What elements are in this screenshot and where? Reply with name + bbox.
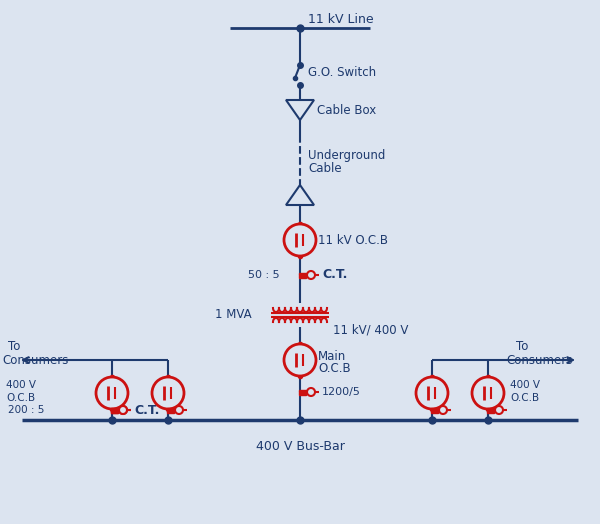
Text: 400 V Bus-Bar: 400 V Bus-Bar	[256, 440, 344, 453]
Bar	[110, 408, 118, 412]
Text: C.T.: C.T.	[134, 403, 160, 417]
Text: 11 kV O.C.B: 11 kV O.C.B	[318, 234, 388, 246]
Text: Consumers: Consumers	[506, 354, 572, 366]
Circle shape	[416, 377, 448, 409]
Text: 11 kV Line: 11 kV Line	[308, 13, 374, 26]
Bar	[299, 389, 305, 395]
Circle shape	[284, 224, 316, 256]
Text: 11 kV/ 400 V: 11 kV/ 400 V	[333, 323, 409, 336]
Text: To: To	[8, 340, 20, 353]
Circle shape	[152, 377, 184, 409]
Text: O.C.B: O.C.B	[318, 362, 350, 375]
Text: 1 MVA: 1 MVA	[215, 309, 251, 322]
Bar	[431, 408, 437, 412]
Circle shape	[307, 271, 315, 279]
Circle shape	[175, 406, 183, 414]
Circle shape	[472, 377, 504, 409]
Circle shape	[439, 406, 447, 414]
Polygon shape	[286, 100, 314, 120]
Circle shape	[284, 344, 316, 376]
Text: Main: Main	[318, 350, 346, 363]
Circle shape	[119, 406, 127, 414]
Text: Cable: Cable	[308, 161, 341, 174]
Circle shape	[307, 388, 315, 396]
Circle shape	[96, 377, 128, 409]
Bar	[487, 408, 493, 412]
Bar	[167, 408, 173, 412]
Text: C.T.: C.T.	[322, 268, 347, 281]
Text: Underground: Underground	[308, 148, 385, 161]
Circle shape	[119, 406, 127, 414]
Text: O.C.B: O.C.B	[510, 393, 539, 403]
Text: 400 V: 400 V	[6, 380, 36, 390]
Text: Cable Box: Cable Box	[317, 104, 376, 116]
Text: To: To	[516, 340, 529, 353]
Text: 400 V: 400 V	[510, 380, 540, 390]
Text: 200 : 5: 200 : 5	[8, 405, 44, 415]
Text: O.C.B: O.C.B	[6, 393, 35, 403]
Text: G.O. Switch: G.O. Switch	[308, 67, 376, 80]
Bar	[110, 408, 118, 412]
Bar	[299, 272, 305, 278]
Polygon shape	[286, 185, 314, 205]
Text: 1200/5: 1200/5	[322, 387, 361, 397]
Text: Consumers: Consumers	[2, 354, 68, 366]
Text: 50 : 5: 50 : 5	[248, 270, 280, 280]
Circle shape	[495, 406, 503, 414]
